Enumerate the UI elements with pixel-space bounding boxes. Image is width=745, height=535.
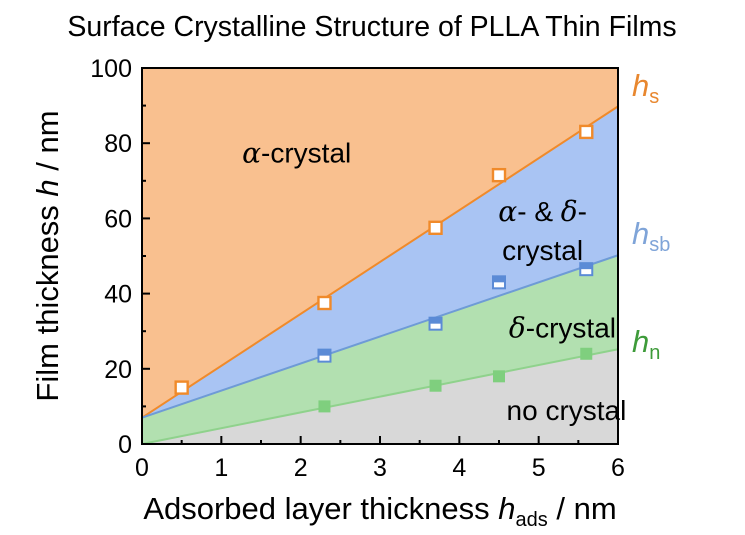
marker-hn bbox=[318, 400, 331, 413]
marker-hn bbox=[493, 370, 505, 383]
label-alpha-delta-crystal-line2: crystal bbox=[502, 235, 583, 266]
y-axis-label: Film thickness h / nm bbox=[30, 110, 65, 401]
label-delta-crystal: δ-crystal bbox=[509, 311, 616, 344]
line-labels: hs hsb hn bbox=[632, 68, 670, 364]
chart-title: Surface Crystalline Structure of PLLA Th… bbox=[67, 11, 676, 43]
line-label-hs: hs bbox=[632, 68, 659, 108]
marker-hs bbox=[428, 220, 443, 236]
x-tick-label: 5 bbox=[532, 454, 546, 482]
y-tick-label: 20 bbox=[104, 356, 132, 384]
label-alpha-crystal: α-crystal bbox=[242, 137, 351, 170]
x-tick-label: 2 bbox=[294, 454, 308, 482]
label-no-crystal: no crystal bbox=[507, 395, 627, 426]
region-alpha bbox=[142, 68, 618, 418]
marker-hn bbox=[429, 379, 442, 392]
label-alpha-delta-crystal: α- & δ- bbox=[498, 195, 587, 228]
marker-hs bbox=[579, 124, 594, 140]
marker-hsb bbox=[317, 348, 332, 363]
fit-line-hsb bbox=[141, 254, 619, 419]
marker-hsb bbox=[428, 316, 443, 331]
region-delta bbox=[142, 255, 618, 444]
y-tick-label: 40 bbox=[104, 281, 132, 309]
y-tick-label: 0 bbox=[118, 431, 132, 459]
x-tick-label: 6 bbox=[611, 454, 625, 482]
marker-hsb bbox=[579, 262, 594, 277]
fit-line-hs bbox=[141, 105, 619, 419]
x-axis-label: Adsorbed layer thickness hads / nm bbox=[143, 491, 616, 531]
marker-hs bbox=[174, 380, 189, 395]
y-tick-label: 80 bbox=[104, 130, 132, 158]
marker-hs bbox=[317, 295, 332, 311]
fit-line-hn bbox=[141, 348, 619, 445]
y-tick-label: 60 bbox=[104, 205, 132, 233]
marker-hsb bbox=[492, 275, 506, 290]
marker-hs bbox=[491, 167, 507, 183]
marker-hn bbox=[580, 347, 593, 360]
x-tick-label: 4 bbox=[452, 454, 466, 482]
region-labels: α-crystal α- & δ-crystal δ-crystal no cryst… bbox=[242, 137, 626, 427]
data-markers bbox=[174, 124, 594, 413]
x-tick-label: 3 bbox=[373, 454, 387, 482]
x-tick-label: 0 bbox=[135, 454, 149, 482]
fit-lines bbox=[141, 105, 619, 445]
line-label-hn: hn bbox=[632, 324, 660, 364]
y-tick-label: 100 bbox=[90, 55, 132, 83]
x-tick-label: 1 bbox=[214, 454, 228, 482]
line-label-hsb: hsb bbox=[632, 216, 670, 256]
